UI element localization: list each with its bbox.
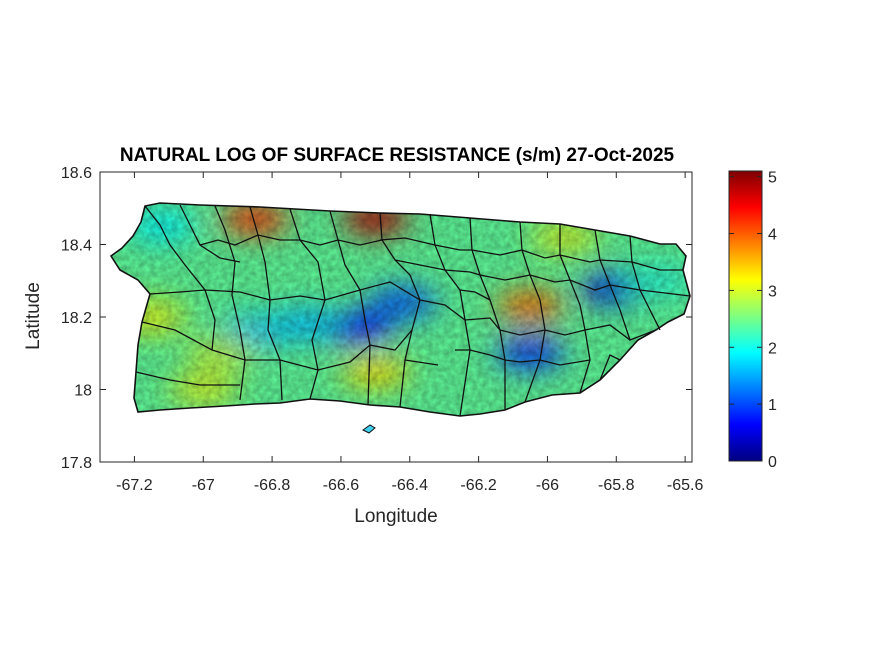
island-outline <box>109 202 691 417</box>
x-tick-label: -67.2 <box>116 477 153 494</box>
x-tick-label: -67 <box>192 477 215 494</box>
municipality-border <box>199 234 383 246</box>
y-tick-label: 17.8 <box>61 455 92 472</box>
colorbar-tick-label: 4 <box>768 227 777 244</box>
municipality-border <box>404 359 439 366</box>
municipality-border <box>379 237 683 271</box>
small-island <box>362 424 376 434</box>
municipality-border <box>419 299 657 341</box>
y-axis-label: Latitude <box>23 282 44 350</box>
municipality-border <box>455 349 591 366</box>
municipality-border <box>379 212 421 408</box>
x-tick-label: -66.2 <box>460 477 497 494</box>
y-tick-label: 18.2 <box>61 310 92 327</box>
y-axis-ticks: 17.8 18 18.2 18.4 18.6 <box>61 165 692 472</box>
x-axis-ticks: -67.2 -67 -66.8 -66.6 -66.4 -66.2 -66 -65.8 -65.… <box>116 172 703 494</box>
y-tick-label: 18 <box>74 383 92 400</box>
y-tick-label: 18.4 <box>61 238 92 255</box>
x-axis-label: Longitude <box>354 506 437 527</box>
municipality-border <box>135 371 240 386</box>
municipality-border <box>394 259 691 297</box>
x-tick-label: -66.4 <box>392 477 429 494</box>
colorbar <box>728 170 763 462</box>
municipality-border <box>459 289 491 301</box>
map-title: NATURAL LOG OF SURFACE RESISTANCE (s/m) … <box>120 145 675 166</box>
municipality-border <box>599 354 621 381</box>
municipality-border <box>141 321 371 371</box>
colorbar-tick-label: 0 <box>768 454 777 471</box>
colorbar-tick-label: 1 <box>768 397 777 414</box>
x-tick-label: -66.8 <box>254 477 291 494</box>
x-tick-label: -66 <box>536 477 559 494</box>
colorbar-tick-label: 5 <box>768 170 777 187</box>
x-tick-label: -65.8 <box>598 477 635 494</box>
x-tick-label: -65.6 <box>667 477 704 494</box>
y-tick-label: 18.6 <box>61 165 92 182</box>
colorbar-tick-label: 2 <box>768 340 777 357</box>
colorbar-ticks: 0 1 2 3 4 5 <box>729 170 777 471</box>
municipality-borders <box>135 204 691 417</box>
colorbar-tick-label: 3 <box>768 283 777 300</box>
x-tick-label: -66.6 <box>323 477 360 494</box>
municipality-border <box>369 329 413 351</box>
municipality-border <box>144 205 216 351</box>
municipality-border <box>149 281 421 301</box>
